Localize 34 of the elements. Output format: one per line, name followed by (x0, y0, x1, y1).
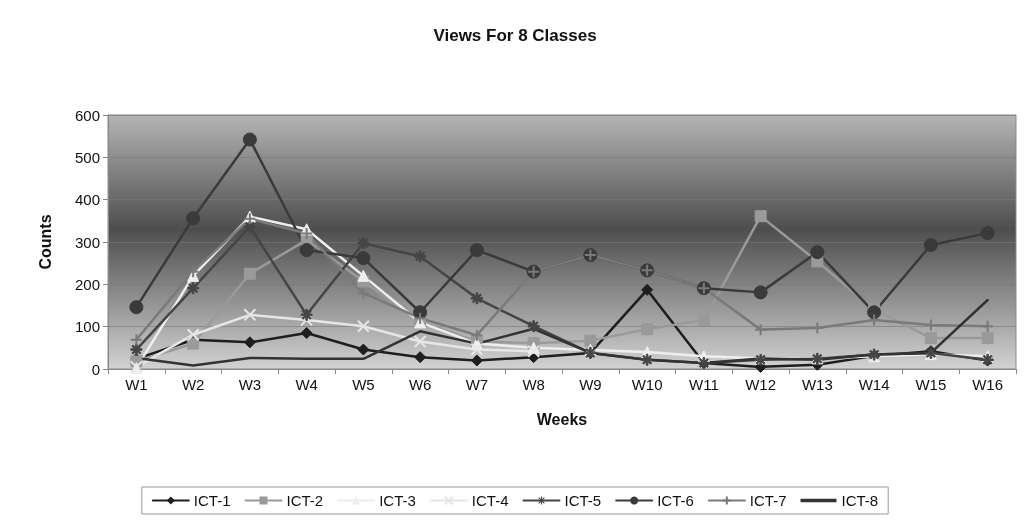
legend-label: ICT-5 (564, 492, 602, 509)
x-tick-label: W8 (522, 376, 545, 393)
x-tick-label: W10 (631, 376, 663, 393)
x-tick-label: W5 (352, 376, 375, 393)
chart-title: Views For 8 Classes (433, 26, 597, 45)
y-tick-label: 600 (74, 106, 100, 124)
y-axis-title: Counts (36, 214, 54, 270)
x-tick-label: W13 (801, 376, 833, 393)
legend-label: ICT-7 (749, 492, 787, 509)
x-tick-label: W15 (915, 376, 947, 393)
x-tick-label: W14 (858, 376, 890, 393)
x-tick-label: W6 (408, 376, 432, 393)
x-tick-label: W2 (181, 376, 205, 393)
x-tick-label: W1 (125, 376, 148, 393)
x-tick-label: W9 (579, 376, 602, 393)
x-tick-label: W7 (465, 376, 489, 393)
y-tick-label: 100 (74, 318, 100, 336)
y-tick-label: 0 (91, 360, 100, 378)
x-tick-label: W4 (295, 376, 318, 393)
legend-label: ICT-2 (286, 492, 324, 509)
legend-label: ICT-3 (379, 492, 416, 509)
y-tick-label: 500 (74, 148, 100, 166)
legend-label: ICT-4 (471, 492, 509, 509)
legend-label: ICT-8 (841, 492, 879, 509)
x-tick-label: W12 (745, 376, 777, 393)
legend-label: ICT-6 (657, 492, 694, 509)
x-axis-title: Weeks (536, 410, 588, 428)
y-tick-label: 200 (74, 275, 100, 293)
x-tick-label: W3 (238, 376, 262, 393)
x-tick-label: W16 (972, 376, 1004, 393)
legend-label: ICT-1 (193, 492, 231, 509)
y-tick-label: 300 (74, 233, 100, 251)
y-tick-label: 400 (74, 191, 100, 209)
x-tick-label: W11 (689, 376, 719, 393)
